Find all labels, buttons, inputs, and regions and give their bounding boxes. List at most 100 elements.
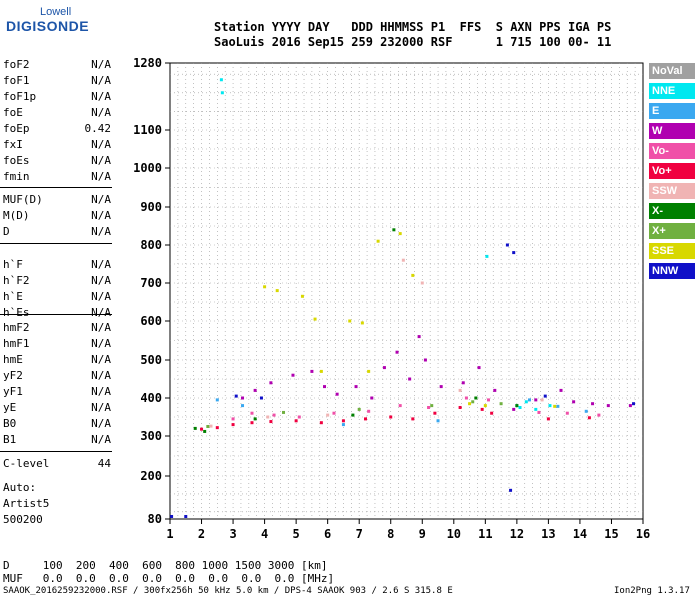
param-name: h`E: [3, 290, 23, 303]
echo-point-w: [628, 404, 632, 408]
echo-point-vo: [433, 411, 437, 415]
echo-point-w: [310, 369, 314, 373]
echo-point-w: [493, 388, 497, 392]
param-name: yF1: [3, 385, 23, 398]
param-value: N/A: [91, 337, 111, 350]
echo-point-x: [193, 426, 197, 430]
y-tick-label: 400: [140, 391, 162, 405]
echo-point-w: [323, 385, 327, 389]
echo-point-sse: [300, 294, 304, 298]
param-group2-1: M(D) N/A: [3, 209, 111, 225]
muf-row: MUF 0.0 0.0 0.0 0.0 0.0 0.0 0.0 0.0 [MHz…: [3, 572, 335, 585]
echo-point-nne: [534, 407, 538, 411]
echo-point-x: [357, 407, 361, 411]
echo-point-vo: [411, 417, 415, 421]
y-tick-label: 200: [140, 469, 162, 483]
echo-point-vo: [231, 417, 235, 421]
x-tick-label: 7: [356, 527, 363, 541]
x-tick-label: 16: [636, 527, 650, 541]
echo-point-nnw: [632, 402, 636, 406]
param-group4-4: yF1 N/A: [3, 385, 111, 401]
param-name: yF2: [3, 369, 23, 382]
echo-point-w: [559, 388, 563, 392]
echo-point-vo: [364, 417, 368, 421]
echo-point-x: [206, 425, 210, 428]
param-group4-3: yF2 N/A: [3, 369, 111, 385]
legend-item-x: X+: [649, 223, 695, 239]
param-group3-1: h`F2 N/A: [3, 274, 111, 290]
param-value: N/A: [91, 274, 111, 287]
legend-item-w: W: [649, 123, 695, 139]
echo-point-vo: [250, 421, 254, 425]
echo-point-sse: [275, 289, 279, 293]
param-group4-6: B0 N/A: [3, 417, 111, 433]
x-tick-label: 5: [293, 527, 300, 541]
param-group1-6: foEs N/A: [3, 154, 111, 170]
echo-point-sse: [263, 285, 267, 289]
echo-point-ssw: [540, 398, 544, 402]
param-group4-1: hmF1 N/A: [3, 337, 111, 353]
echo-point-sse: [553, 404, 557, 408]
legend-item-nnw: NNW: [649, 263, 695, 279]
param-name: MUF(D): [3, 193, 43, 206]
footer-file-info: SAAOK_2016259232000.RSF / 300fx256h 50 k…: [3, 586, 453, 596]
echo-point-nnw: [184, 514, 188, 518]
echo-point-sse: [376, 239, 380, 243]
echo-point-vo: [294, 419, 298, 423]
param-group4-5: yE N/A: [3, 401, 111, 417]
echo-point-w: [354, 385, 358, 389]
param-value: N/A: [91, 433, 111, 446]
echo-point-vo: [319, 421, 323, 425]
param-group2-0: MUF(D) N/A: [3, 193, 111, 209]
param-group4-0: hmF2 N/A: [3, 321, 111, 337]
echo-point-nne: [518, 406, 522, 409]
y-tick-label: 800: [140, 238, 162, 252]
echo-point-ssw: [266, 415, 270, 419]
echo-point-ssw: [326, 413, 330, 417]
echo-point-w: [534, 398, 538, 402]
auto-code: 500200: [3, 513, 43, 526]
echo-point-ssw: [420, 281, 424, 285]
echo-point-w: [241, 396, 245, 400]
param-name: hmF2: [3, 321, 30, 334]
param-name: foF1: [3, 74, 30, 87]
y-tick-label: 1000: [133, 161, 162, 175]
param-name: B0: [3, 417, 17, 430]
x-tick-label: 9: [419, 527, 426, 541]
param-value: N/A: [91, 321, 111, 334]
echo-point-x: [203, 429, 207, 433]
echo-point-sse: [483, 404, 487, 408]
param-name: h`Es: [3, 306, 30, 319]
echo-point-vo: [427, 406, 431, 409]
echo-point-vo: [458, 406, 462, 409]
echo-point-ssw: [401, 258, 405, 262]
echo-point-x: [253, 417, 257, 421]
header-line-1: Station YYYY DAY DDD HHMMSS P1 FFS S AXN…: [214, 20, 612, 34]
param-value: N/A: [91, 225, 111, 238]
param-value: N/A: [91, 74, 111, 87]
param-group1-7: fmin N/A: [3, 170, 111, 186]
logo-lowell: Lowell: [40, 6, 72, 18]
y-tick-label: 80: [148, 512, 162, 526]
param-separator: [0, 314, 112, 315]
echo-point-sse: [411, 273, 415, 277]
y-tick-label: 900: [140, 200, 162, 214]
x-tick-label: 6: [324, 527, 331, 541]
echo-point-nnw: [170, 514, 174, 518]
echo-point-vo: [490, 411, 494, 415]
echo-point-x: [392, 228, 396, 232]
legend-item-ssw: SSW: [649, 183, 695, 199]
echo-point-nne: [524, 400, 528, 404]
echo-point-vo: [297, 415, 301, 419]
x-tick-label: 3: [229, 527, 236, 541]
echo-point-w: [335, 392, 339, 396]
param-group1-2: foF1p N/A: [3, 90, 111, 106]
echo-point-e: [556, 404, 560, 408]
echo-point-w: [423, 358, 427, 362]
echo-point-x: [499, 402, 503, 406]
echo-point-vo: [597, 413, 601, 417]
echo-point-x: [515, 404, 519, 408]
y-tick-label: 1100: [133, 123, 162, 137]
x-tick-label: 11: [478, 527, 492, 541]
